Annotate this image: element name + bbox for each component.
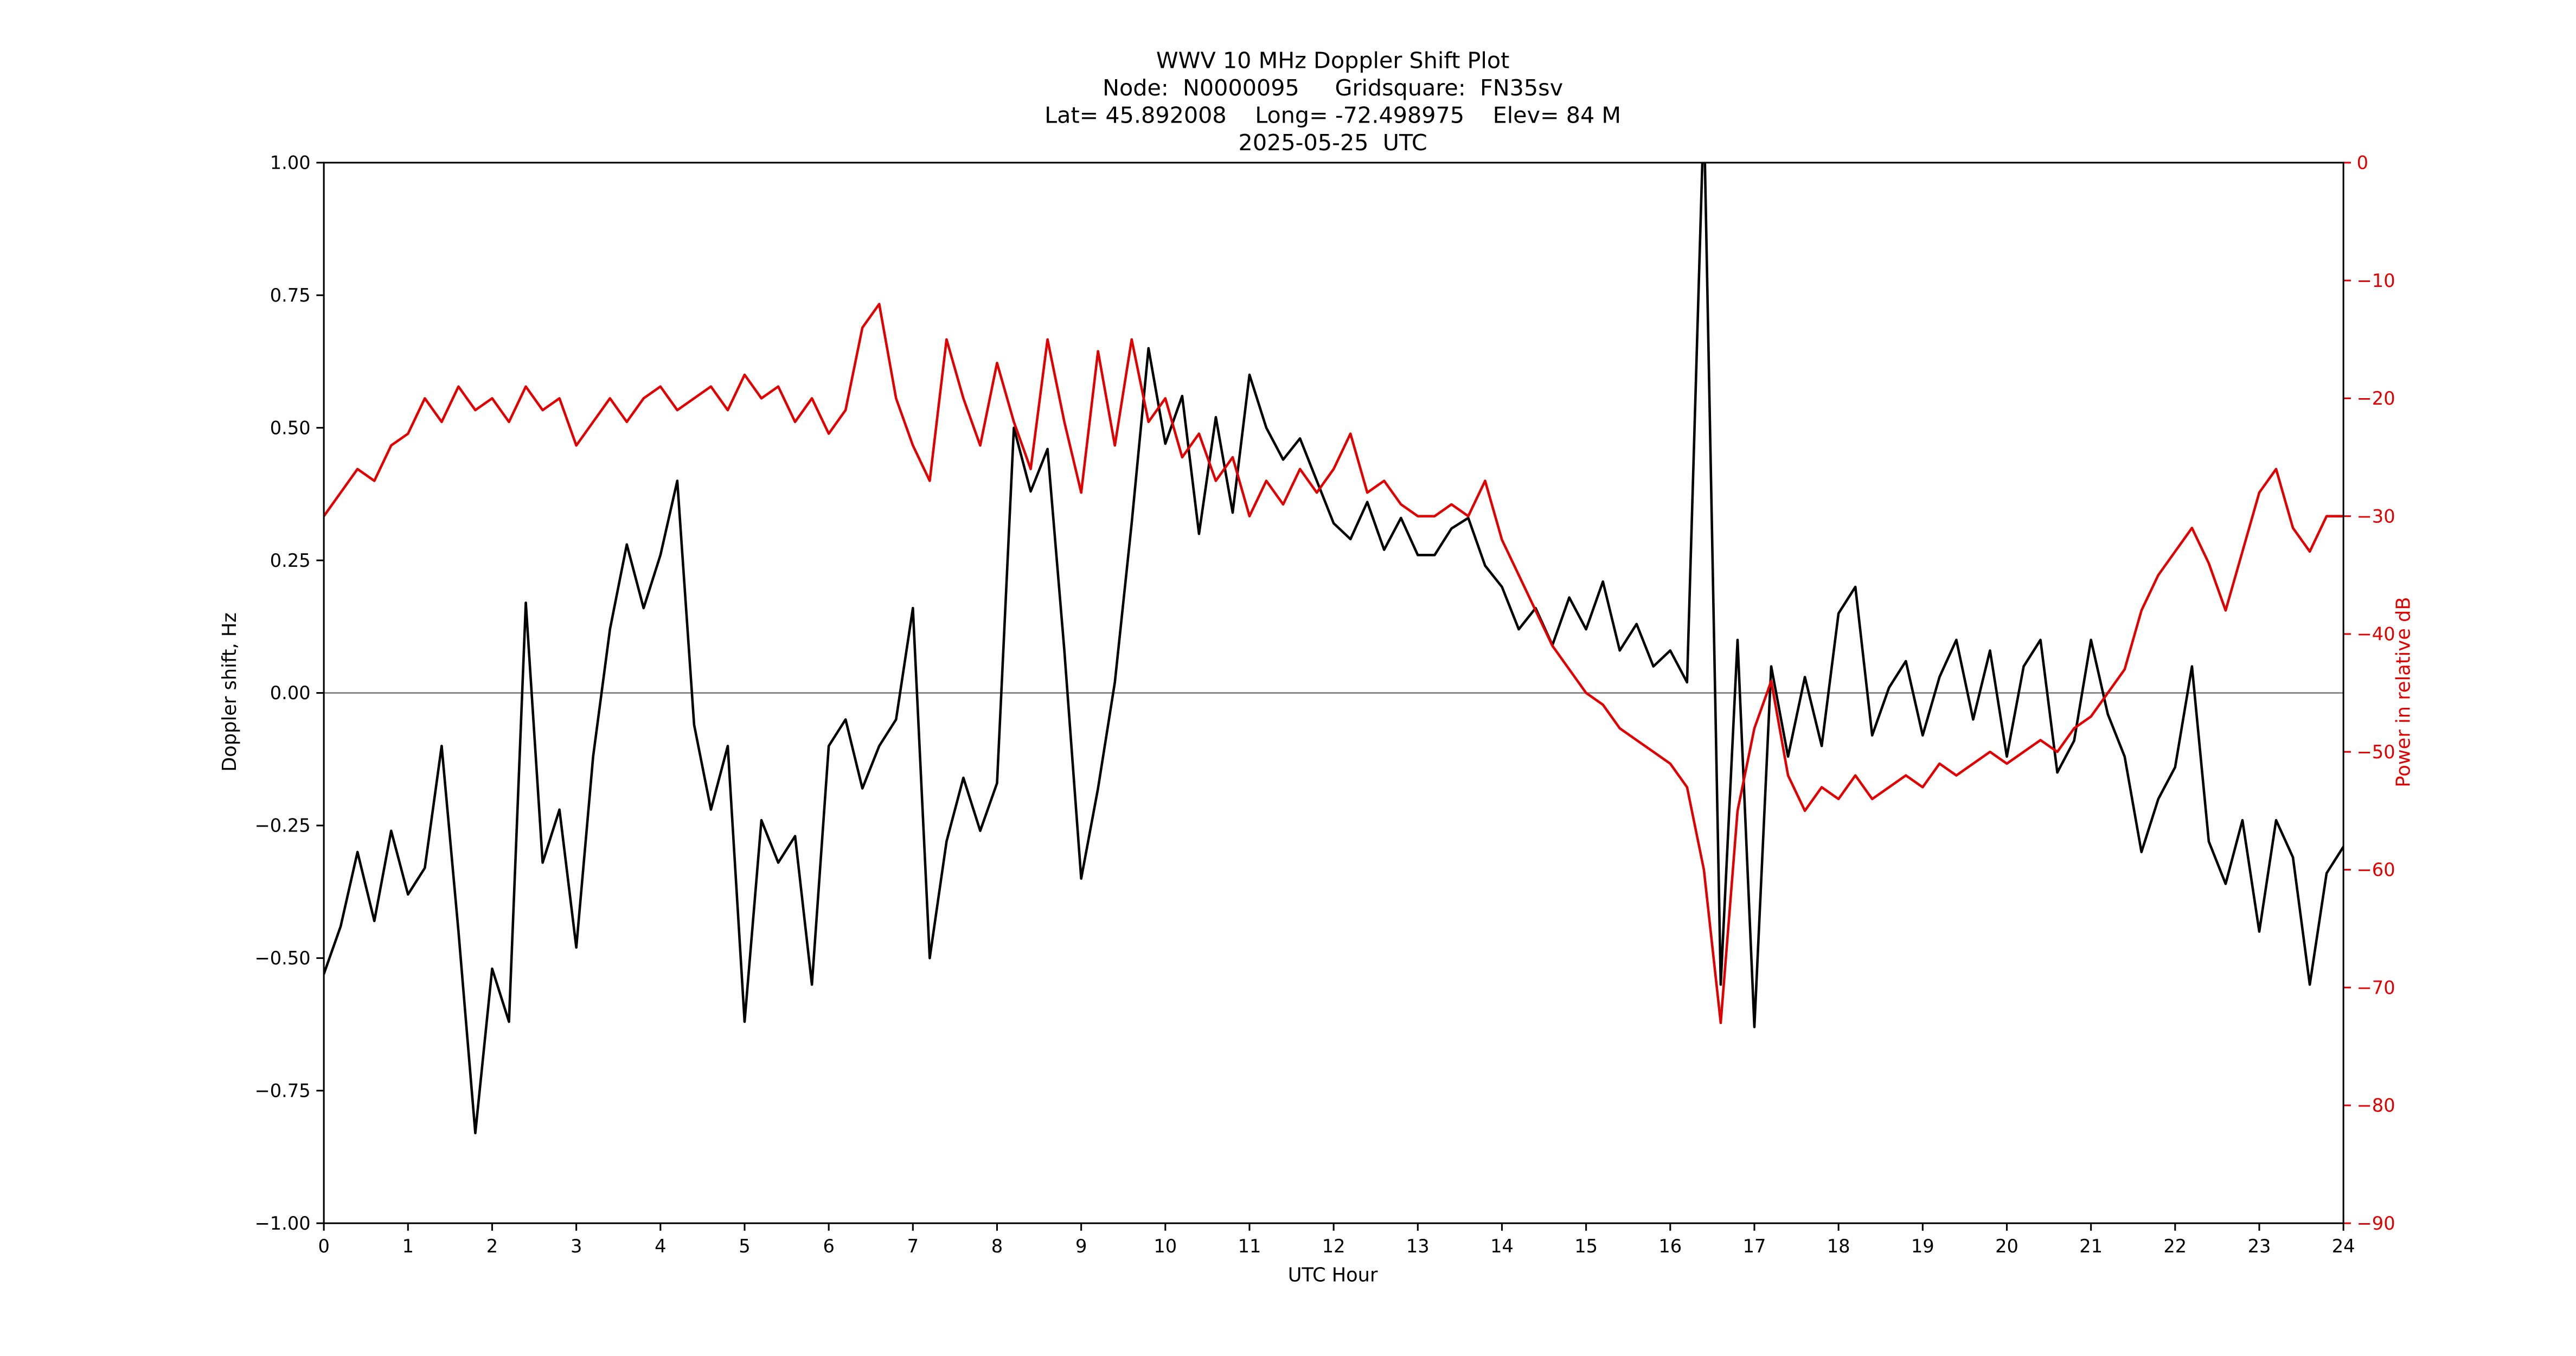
plot-subtitle-date: 2025-05-25 UTC [1239, 130, 1427, 156]
x-tick-label: 9 [1075, 1236, 1087, 1257]
x-tick-label: 19 [1911, 1236, 1934, 1257]
x-tick-label: 15 [1574, 1236, 1598, 1257]
y-axis-label-right: Power in relative dB [2393, 597, 2415, 787]
x-tick-label: 5 [739, 1236, 750, 1257]
series-layer [324, 162, 2344, 1135]
x-tick-label: 11 [1238, 1236, 1261, 1257]
x-tick-label: 12 [1322, 1236, 1345, 1257]
y-right-tick-label: −70 [2357, 977, 2395, 998]
x-axis-label: UTC Hour [1288, 1264, 1378, 1286]
x-tick-label: 14 [1490, 1236, 1514, 1257]
y-left-tick-label: −1.00 [255, 1213, 311, 1234]
y-right-tick-label: −10 [2357, 270, 2395, 291]
x-tick-label: 4 [655, 1236, 666, 1257]
x-tick-label: 0 [318, 1236, 329, 1257]
x-tick-label: 24 [2332, 1236, 2355, 1257]
y-left-tick-label: −0.25 [255, 815, 311, 836]
x-tick-label: 18 [1827, 1236, 1850, 1257]
y-left-tick-label: 0.25 [270, 550, 311, 571]
y-right-tick-label: −40 [2357, 624, 2395, 645]
x-tick-label: 23 [2248, 1236, 2271, 1257]
y-right-tick-label: −50 [2357, 741, 2395, 763]
x-tick-label: 8 [991, 1236, 1003, 1257]
plot-title: WWV 10 MHz Doppler Shift Plot [1156, 47, 1510, 73]
y-axis-label-left: Doppler shift, Hz [219, 612, 241, 772]
y-right-tick-label: −20 [2357, 388, 2395, 409]
x-tick-label: 7 [907, 1236, 919, 1257]
y-right-tick-label: −30 [2357, 506, 2395, 527]
y-left-tick-label: −0.75 [255, 1080, 311, 1101]
y-left-tick-label: −0.50 [255, 948, 311, 969]
x-tick-label: 13 [1406, 1236, 1430, 1257]
x-tick-label: 17 [1743, 1236, 1766, 1257]
y-left-tick-label: 1.00 [270, 152, 311, 174]
y-right-tick-label: −60 [2357, 859, 2395, 880]
plot-subtitle-lat-long-elev: Lat= 45.892008 Long= -72.498975 Elev= 84… [1045, 102, 1621, 128]
y-right-tick-label: −80 [2357, 1095, 2395, 1116]
doppler-shift-line [324, 162, 2344, 1135]
plot-frame [323, 162, 2344, 1224]
y-right-tick-label: 0 [2357, 152, 2368, 174]
y-left-tick-label: 0.00 [270, 682, 311, 703]
x-tick-label: 22 [2163, 1236, 2187, 1257]
plot-border [323, 162, 2344, 1224]
axes-layer: 0 1 2 3 4 5 6 7 8 9 10 11 12 13 14 15 16 17 18 19 20 21 22 23 24… [255, 152, 2395, 1257]
power-line [324, 303, 2344, 1025]
plot-subtitle-node-gridsquare: Node: N0000095 Gridsquare: FN35sv [1103, 75, 1563, 101]
y-left-tick-label: 0.75 [270, 285, 311, 306]
x-tick-label: 6 [823, 1236, 834, 1257]
y-right-tick-label: −90 [2357, 1213, 2395, 1234]
x-tick-label: 20 [1995, 1236, 2018, 1257]
y-left-tick-label: 0.50 [270, 417, 311, 438]
x-tick-label: 2 [486, 1236, 498, 1257]
x-tick-label: 1 [402, 1236, 414, 1257]
x-tick-label: 16 [1658, 1236, 1682, 1257]
x-tick-label: 10 [1154, 1236, 1177, 1257]
x-tick-label: 21 [2079, 1236, 2103, 1257]
x-tick-label: 3 [571, 1236, 582, 1257]
